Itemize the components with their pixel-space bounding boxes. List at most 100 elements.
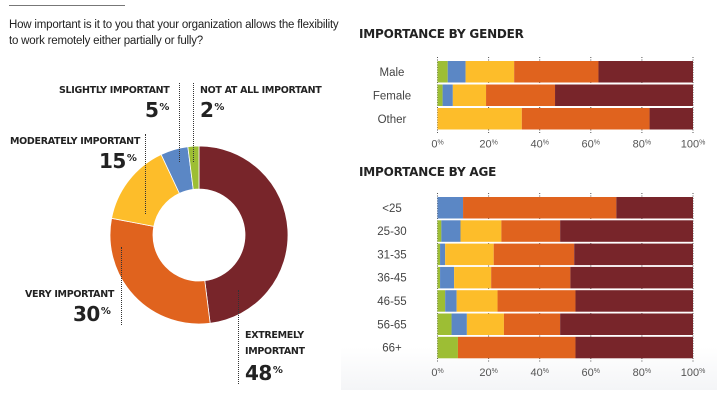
- pct-slightly-important: 5%: [145, 99, 169, 121]
- x-tick-label: 20%: [479, 367, 497, 379]
- x-tick-label: 40%: [530, 367, 548, 379]
- pct-moderately-important-value: 15: [99, 149, 126, 173]
- category-label: 66+: [382, 343, 402, 355]
- bar-segment-not-at-all-important: [437, 266, 441, 289]
- donut-slice-not-at-all-important: [187, 145, 200, 190]
- pct-not-at-all-important-value: 2: [200, 98, 214, 122]
- bar-segment-moderately-important: [466, 313, 504, 335]
- pct-not-at-all-important-symbol: %: [214, 102, 224, 113]
- x-tick-label: 60%: [582, 367, 600, 379]
- bar-segment-moderately-important: [454, 266, 492, 289]
- bar-segment-very-important: [503, 313, 561, 335]
- pct-very-important: 30%: [73, 302, 111, 326]
- bar-segment-moderately-important: [452, 84, 487, 106]
- pct-extremely-important-symbol: %: [272, 365, 283, 376]
- bar-segment-not-at-all-important: [437, 243, 441, 266]
- bar-segment-slightly-important: [440, 266, 455, 289]
- category-label: 56-65: [377, 319, 406, 331]
- bar-segment-extremely-important: [649, 108, 693, 130]
- bar-segment-extremely-important: [570, 266, 693, 289]
- pct-very-important-symbol: %: [100, 306, 111, 317]
- bar-segment-extremely-important: [616, 197, 693, 219]
- bar-segment-very-important: [463, 197, 617, 219]
- bar-segment-extremely-important: [575, 290, 693, 312]
- leader-line-extremely: [238, 290, 239, 384]
- gender-stacked-bar-chart: Male Female Other 0% 20% 40% 60% 80% 100%: [373, 57, 705, 151]
- bar-segment-moderately-important: [437, 108, 522, 130]
- category-label: Other: [378, 114, 407, 126]
- bar-segment-very-important: [497, 290, 576, 312]
- bar-segment-slightly-important: [440, 243, 446, 266]
- pct-extremely-important-value: 48: [245, 361, 272, 385]
- bar-segment-very-important: [493, 243, 575, 266]
- survey-question: How important is it to you that your org…: [9, 19, 339, 47]
- bar-segment-slightly-important: [447, 61, 466, 83]
- x-tick-label: 80%: [633, 367, 651, 379]
- donut-slice-extremely-important: [198, 145, 289, 324]
- pct-moderately-important-symbol: %: [126, 153, 137, 164]
- leader-line-moderately: [145, 134, 146, 214]
- x-tick-label: 40%: [530, 139, 548, 151]
- label-extremely-important-line1: EXTREMELY: [245, 330, 304, 341]
- category-label: Male: [380, 67, 405, 79]
- bar-segment-very-important: [521, 108, 650, 130]
- pct-very-important-value: 30: [73, 302, 100, 326]
- bar-segment-not-at-all-important: [437, 313, 452, 335]
- bar-segment-slightly-important: [441, 220, 461, 242]
- category-label: 25-30: [377, 226, 406, 238]
- label-moderately-important: MODERATELY IMPORTANT: [10, 136, 141, 147]
- bar-segment-not-at-all-important: [437, 290, 446, 312]
- bar-segment-extremely-important: [560, 313, 693, 335]
- bar-segment-slightly-important: [437, 197, 464, 219]
- bar-segment-very-important: [486, 84, 556, 106]
- pct-moderately-important: 15%: [99, 149, 137, 173]
- bar-segment-extremely-important: [555, 84, 693, 106]
- bar-segment-not-at-all-important: [437, 84, 443, 106]
- category-label: Female: [373, 90, 411, 102]
- bar-segment-moderately-important: [460, 220, 502, 242]
- bar-segment-very-important: [491, 266, 571, 289]
- bar-segment-extremely-important: [575, 336, 693, 359]
- x-tick-label: 80%: [633, 139, 651, 151]
- bar-segment-moderately-important: [456, 290, 498, 312]
- bar-segment-moderately-important: [445, 243, 494, 266]
- x-tick-label: 0%: [431, 139, 443, 151]
- bar-segment-slightly-important: [442, 84, 453, 106]
- bar-segment-not-at-all-important: [437, 336, 458, 359]
- pct-extremely-important: 48%: [245, 361, 283, 385]
- bar-segment-extremely-important: [598, 61, 693, 83]
- label-not-at-all-important: NOT AT ALL IMPORTANT: [200, 85, 322, 96]
- category-label: 46-55: [377, 296, 406, 308]
- bar-segment-extremely-important: [574, 243, 693, 266]
- x-tick-label: 60%: [582, 139, 600, 151]
- pct-not-at-all-important: 2%: [200, 99, 224, 121]
- label-slightly-important: SLIGHTLY IMPORTANT: [59, 85, 170, 96]
- x-tick-label: 20%: [479, 139, 497, 151]
- x-tick-label: 100%: [681, 367, 706, 379]
- leader-line-not-at-all: [193, 83, 194, 162]
- bar-segment-very-important: [501, 220, 561, 242]
- bar-segment-very-important: [514, 61, 599, 83]
- bar-segment-slightly-important: [445, 290, 457, 312]
- gender-chart-title: IMPORTANCE BY GENDER: [359, 27, 524, 41]
- bar-segment-extremely-important: [560, 220, 693, 242]
- pct-slightly-important-value: 5: [145, 98, 159, 122]
- donut-slice-very-important: [109, 217, 211, 325]
- bar-segment-very-important: [457, 336, 576, 359]
- age-chart-title: IMPORTANCE BY AGE: [359, 165, 497, 179]
- header-rule: [9, 5, 125, 6]
- category-label: 36-45: [377, 273, 406, 285]
- leader-line-slightly: [179, 83, 180, 162]
- category-label: <25: [382, 203, 402, 215]
- bar-segment-not-at-all-important: [437, 61, 448, 83]
- bar-segment-not-at-all-important: [437, 220, 442, 242]
- label-extremely-important-line2: IMPORTANT: [245, 346, 305, 357]
- age-stacked-bar-chart: <25 25-30 31-35 36-45 46-55 56-65 66+ 0% 20% 40% 6…: [377, 193, 706, 379]
- x-tick-label: 0%: [431, 367, 443, 379]
- bar-segment-moderately-important: [465, 61, 515, 83]
- label-very-important: VERY IMPORTANT: [25, 289, 115, 300]
- leader-line-very: [121, 247, 122, 325]
- pct-slightly-important-symbol: %: [159, 102, 169, 113]
- bar-segment-slightly-important: [451, 313, 467, 335]
- importance-donut-chart: [109, 145, 289, 325]
